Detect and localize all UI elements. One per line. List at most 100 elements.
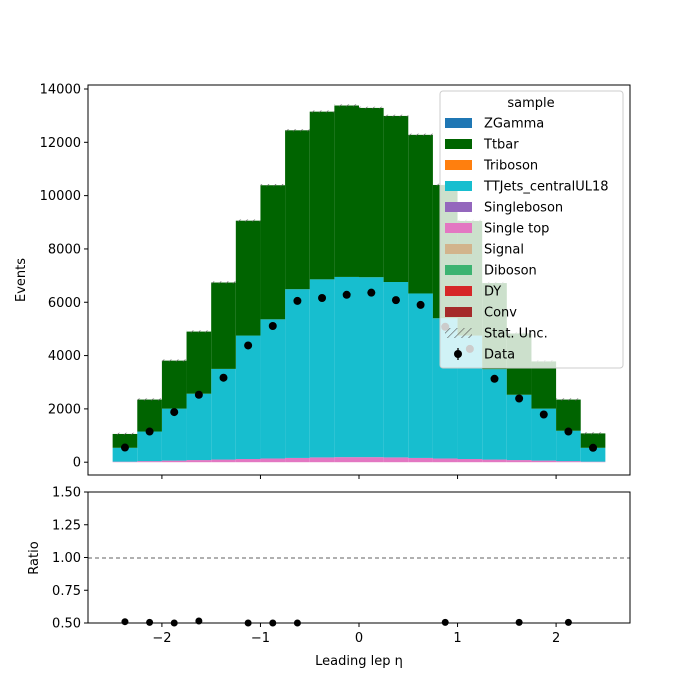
bar-single-top-1 bbox=[137, 461, 162, 463]
bar-single-top-2 bbox=[161, 460, 187, 463]
bar-single-top-10 bbox=[359, 457, 384, 463]
data-point-15 bbox=[490, 374, 499, 383]
legend-swatch-3 bbox=[445, 181, 472, 191]
legend-swatch-6 bbox=[445, 244, 472, 254]
legend-marker-11 bbox=[454, 350, 462, 358]
stat-unc-0 bbox=[112, 432, 138, 436]
bar-ttjets-centralul18-5 bbox=[235, 335, 261, 460]
stat-unc-18 bbox=[556, 398, 581, 401]
ratio-point-9 bbox=[564, 618, 572, 626]
ratio-y-tick-label-4: 1.50 bbox=[52, 486, 81, 501]
ratio-points bbox=[121, 617, 572, 627]
bar-ttjets-centralul18-10 bbox=[359, 277, 384, 458]
bar-single-top-3 bbox=[186, 460, 212, 463]
bar-ttjets-centralul18-7 bbox=[285, 289, 310, 458]
main-axes-frame bbox=[87, 84, 631, 476]
ratio-x-tick-label-1: 1 bbox=[453, 631, 461, 646]
data-point-11 bbox=[391, 296, 400, 305]
stat-unc-5 bbox=[235, 219, 261, 222]
legend-label-1: Ttbar bbox=[483, 138, 519, 153]
bar-single-top-16 bbox=[506, 460, 532, 463]
ratio-x-tick-label--1: −1 bbox=[251, 631, 270, 646]
ratio-y-axis-label: Ratio bbox=[27, 541, 42, 574]
y-tick-label-6000: 6000 bbox=[48, 296, 81, 311]
bar-ttjets-centralul18-1 bbox=[137, 431, 162, 462]
stat-unc-6 bbox=[260, 184, 286, 187]
bar-ttbar-4 bbox=[211, 282, 236, 369]
bar-ttjets-centralul18-16 bbox=[506, 394, 532, 461]
bar-ttjets-centralul18-2 bbox=[161, 408, 187, 461]
legend-label-6: Signal bbox=[484, 243, 524, 258]
data-point-12 bbox=[416, 300, 425, 309]
ratio-y-tick-label-1: 0.75 bbox=[52, 584, 81, 599]
y-axis-ticks: 0 2000 4000 6000 8000 10000 12000 14000 bbox=[40, 82, 88, 471]
ratio-x-axis-ticks: −2 −1 0 1 2 bbox=[152, 623, 560, 646]
ratio-y-tick-label-3: 1.25 bbox=[52, 518, 81, 533]
bar-ttjets-centralul18-19 bbox=[580, 447, 606, 462]
legend-label-3: TTJets_centralUL18 bbox=[483, 180, 609, 195]
bar-ttjets-centralul18-9 bbox=[334, 276, 359, 458]
legend-swatch-8 bbox=[445, 286, 472, 296]
bar-ttjets-centralul18-0 bbox=[112, 447, 138, 462]
bar-single-top-9 bbox=[334, 457, 359, 463]
legend-swatch-1 bbox=[445, 139, 472, 149]
ratio-point-8 bbox=[515, 618, 523, 626]
bar-ttbar-1 bbox=[137, 399, 162, 432]
ratio-axes-frame bbox=[87, 491, 631, 624]
data-point-3 bbox=[194, 390, 203, 399]
bar-ttbar-9 bbox=[334, 105, 359, 277]
legend-label-8: DY bbox=[484, 285, 501, 300]
ratio-panel: 0.50 0.75 1.00 1.25 1.50 −2 −1 0 1 2 Ratio Leadi… bbox=[27, 486, 631, 669]
legend-swatch-4 bbox=[445, 202, 472, 212]
y-tick-label-12000: 12000 bbox=[40, 136, 81, 151]
x-axis-label: Leading lep η bbox=[315, 654, 403, 669]
legend: sample ZGamma Ttbar Triboson TTJets_central… bbox=[439, 90, 624, 369]
bar-ttbar-7 bbox=[285, 130, 310, 290]
ratio-point-1 bbox=[146, 618, 154, 626]
legend-label-11: Data bbox=[484, 348, 515, 363]
ratio-y-tick-label-0: 0.50 bbox=[52, 617, 81, 632]
data-point-6 bbox=[268, 321, 277, 330]
bar-ttjets-centralul18-3 bbox=[186, 393, 212, 461]
bar-ttjets-centralul18-15 bbox=[482, 369, 507, 460]
legend-swatch-9 bbox=[445, 307, 472, 317]
legend-label-10: Stat. Unc. bbox=[484, 327, 548, 342]
ratio-point-7 bbox=[441, 618, 449, 626]
bar-ttjets-centralul18-18 bbox=[556, 430, 581, 462]
legend-label-0: ZGamma bbox=[484, 117, 544, 132]
y-tick-label-8000: 8000 bbox=[48, 242, 81, 257]
bar-ttjets-centralul18-4 bbox=[211, 368, 236, 460]
bar-single-top-6 bbox=[260, 458, 286, 463]
data-point-0 bbox=[120, 443, 129, 452]
bar-single-top-19 bbox=[580, 461, 606, 463]
bar-single-top-13 bbox=[432, 458, 458, 463]
bar-ttbar-8 bbox=[309, 111, 335, 280]
bar-single-top-4 bbox=[211, 459, 236, 463]
legend-frame bbox=[439, 90, 624, 369]
legend-label-4: Singleboson bbox=[484, 201, 563, 216]
ratio-y-tick-label-2: 1.00 bbox=[52, 551, 81, 566]
stat-unc-2 bbox=[161, 359, 187, 362]
bar-ttjets-centralul18-11 bbox=[383, 281, 409, 458]
bar-ttbar-2 bbox=[161, 360, 187, 409]
bar-ttbar-6 bbox=[260, 185, 286, 320]
bar-ttbar-12 bbox=[408, 134, 433, 294]
ratio-point-0 bbox=[121, 618, 129, 626]
bar-ttbar-17 bbox=[531, 361, 557, 409]
y-tick-label-2000: 2000 bbox=[48, 402, 81, 417]
data-point-16 bbox=[515, 394, 524, 403]
legend-label-2: Triboson bbox=[483, 159, 538, 174]
data-point-1 bbox=[145, 427, 154, 436]
stat-unc-7 bbox=[285, 129, 310, 132]
bar-ttbar-11 bbox=[383, 115, 409, 282]
legend-title: sample bbox=[507, 96, 554, 111]
data-points bbox=[120, 288, 598, 452]
legend-label-5: Single top bbox=[484, 222, 549, 237]
legend-swatch-2 bbox=[445, 160, 472, 170]
bar-ttjets-centralul18-8 bbox=[309, 279, 335, 458]
bar-ttbar-18 bbox=[556, 399, 581, 431]
bar-single-top-5 bbox=[235, 459, 261, 463]
stat-unc-1 bbox=[137, 398, 162, 401]
data-point-19 bbox=[589, 443, 598, 452]
